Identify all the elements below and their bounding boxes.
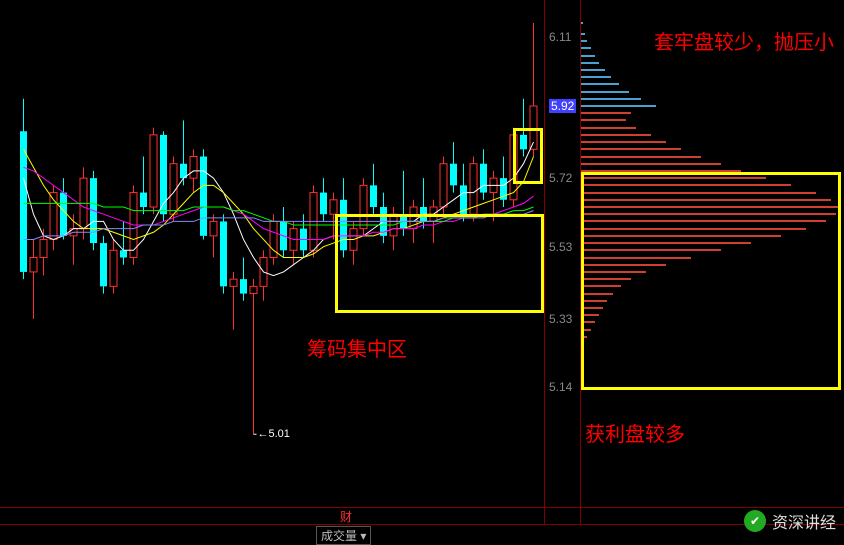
- volume-profile-bar: [581, 141, 666, 143]
- volume-profile-bar: [581, 47, 591, 49]
- wechat-icon: ✔: [744, 510, 766, 532]
- volume-profile-bar: [581, 76, 611, 78]
- volume-profile-bar: [581, 148, 681, 150]
- volume-profile-bar: [581, 33, 585, 35]
- watermark-text: 资深讲经: [772, 509, 836, 533]
- highlight-box: [335, 214, 544, 313]
- footer-separator: [0, 524, 844, 525]
- highlight-box: [513, 128, 543, 184]
- annotation-center: 筹码集中区: [307, 333, 407, 362]
- volume-profile-bar: [581, 62, 599, 64]
- volume-profile-bar: [581, 112, 631, 114]
- watermark: ✔ 资深讲经: [744, 509, 836, 533]
- volume-profile-bar: [581, 134, 651, 136]
- volume-profile-bar: [581, 156, 701, 158]
- highlight-box: [581, 172, 841, 390]
- volume-profile-bar: [581, 91, 629, 93]
- volume-toggle[interactable]: 成交量 ▾: [316, 526, 371, 545]
- price-tick: 5.92: [549, 99, 576, 113]
- annotation-top-right: 套牢盘较少，抛压小: [654, 26, 834, 55]
- bottom-separator: [0, 507, 844, 508]
- price-tick: 5.72: [549, 171, 572, 185]
- volume-profile-bar: [581, 83, 619, 85]
- annotation-bottom-right: 获利盘较多: [585, 418, 685, 447]
- cai-tag: 财: [340, 508, 352, 525]
- volume-profile-bar: [581, 119, 626, 121]
- price-tick: 5.53: [549, 240, 572, 254]
- price-tick: 5.14: [549, 380, 572, 394]
- price-axis: 6.11 5.92 5.72 5.53 5.33 5.14: [545, 0, 581, 525]
- price-tick: 5.33: [549, 312, 572, 326]
- volume-profile-bar: [581, 127, 636, 129]
- volume-profile-bar: [581, 69, 605, 71]
- price-tick: 6.11: [549, 30, 571, 44]
- volume-profile-bar: [581, 105, 656, 107]
- volume-profile-bar: [581, 22, 583, 24]
- volume-profile-bar: [581, 98, 641, 100]
- volume-profile-bar: [581, 163, 721, 165]
- low-price-marker: ←5.01: [258, 428, 290, 440]
- volume-profile-bar: [581, 55, 595, 57]
- volume-profile-bar: [581, 40, 587, 42]
